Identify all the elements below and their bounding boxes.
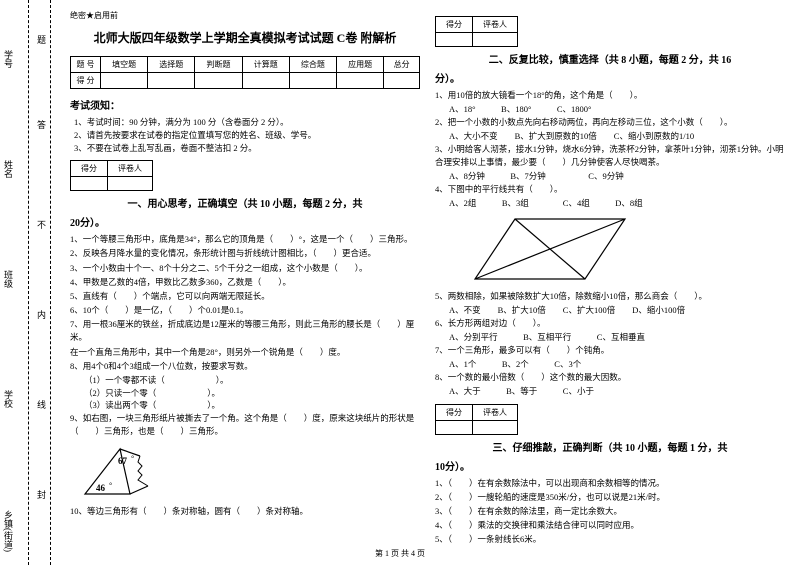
svg-text:46: 46: [96, 483, 106, 493]
sb-m2: 线: [35, 400, 48, 409]
fold-line-2: [50, 0, 51, 565]
question: 2、反映各月降水量的变化情况，条形统计图与折线统计图相比，（ ）更合适。: [70, 247, 420, 260]
secret-label: 绝密★启用前: [70, 10, 420, 21]
options: A、分别平行 B、互相平行 C、互相垂直: [449, 331, 785, 344]
question: 1、用10倍的放大镜看一个18°的角，这个角是（ ）。: [435, 89, 785, 102]
question: 5、（ ）一条射线长6米。: [435, 533, 785, 546]
question: 7、一个三角形，最多可以有（ ）个钝角。: [435, 344, 785, 357]
question: 6、10个（ ）是一亿，（ ）个0.01是0.1。: [70, 304, 420, 317]
sub-option: （3）读出两个零（ ）。: [84, 399, 420, 412]
td: 得分: [436, 17, 473, 33]
right-column: 得分评卷人 二、反复比较，慎重选择（共 8 小题，每题 2 分，共 16 分）。…: [435, 10, 785, 550]
sb-m5: 答: [35, 120, 48, 129]
rhombus-icon: [465, 214, 635, 284]
svg-text:°: °: [131, 454, 134, 463]
question: 3、一个小数由十个一、8个十分之二、5个千分之一组成，这个小数是（ ）。: [70, 262, 420, 275]
page-footer: 第 1 页 共 4 页: [0, 548, 800, 559]
td: 得分: [436, 404, 473, 420]
th: 选择题: [148, 57, 195, 73]
score-table: 题 号 填空题 选择题 判断题 计算题 综合题 应用题 总分 得 分: [70, 56, 420, 89]
question: 2、把一个小数的小数点先向右移动两位，再向左移动三位，这个小数（ ）。: [435, 116, 785, 129]
sub-option: （2）只读一个零（ ）。: [84, 387, 420, 400]
question: 9、如右图，一块三角形纸片被撕去了一个角。这个角是（ ）度，原来这块纸片的形状是…: [70, 412, 420, 438]
sb-id: 学号: [2, 50, 15, 68]
td: 评卷人: [108, 161, 153, 177]
options: A、1个 B、2个 C、3个: [449, 358, 785, 371]
question: 8、一个数的最小倍数（ ）这个数的最大因数。: [435, 371, 785, 384]
left-column: 绝密★启用前 北师大版四年级数学上学期全真模拟考试试题 C卷 附解析 题 号 填…: [70, 10, 420, 550]
notice-header: 考试须知：: [70, 97, 420, 112]
section-3-tail: 10分）。: [435, 458, 785, 473]
th: 题 号: [71, 57, 101, 73]
question: 3、（ ）在有余数的除法里，商一定比余数大。: [435, 505, 785, 518]
td: 评卷人: [473, 17, 518, 33]
notice-item: 2、请首先按要求在试卷的指定位置填写您的姓名、班级、学号。: [74, 129, 420, 142]
th: 填空题: [101, 57, 148, 73]
th: 计算题: [242, 57, 289, 73]
table-row: 得 分: [71, 73, 420, 89]
section-score-table: 得分评卷人: [70, 160, 153, 191]
question: 4、甲数是乙数的4倍，甲数比乙数多360，乙数是（ ）。: [70, 276, 420, 289]
question: 4、下图中的平行线共有（ ）。: [435, 183, 785, 196]
section-2-title: 二、反复比较，慎重选择（共 8 小题，每题 2 分，共 16: [435, 51, 785, 66]
question: 1、（ ）在有余数除法中，可以出现商和余数相等的情况。: [435, 477, 785, 490]
question: 3、小明给客人沏茶，接水1分钟，烧水6分钟，洗茶杯2分钟，拿茶叶1分钟，沏茶1分…: [435, 143, 785, 169]
question: 10、等边三角形有（ ）条对称轴，圆有（ ）条对称轴。: [70, 505, 420, 518]
notice-item: 1、考试时间：90 分钟，满分为 100 分（含卷面分 2 分）。: [74, 116, 420, 129]
section-2-tail: 分）。: [435, 70, 785, 85]
binding-sidebar: 乡镇(街道) 学校 班级 姓名 学号 封 线 内 不 答 题: [0, 0, 55, 565]
table-row: 题 号 填空题 选择题 判断题 计算题 综合题 应用题 总分: [71, 57, 420, 73]
td: 得 分: [71, 73, 101, 89]
page-content: 绝密★启用前 北师大版四年级数学上学期全真模拟考试试题 C卷 附解析 题 号 填…: [70, 10, 790, 550]
section-score-table: 得分评卷人: [435, 16, 518, 47]
sub-option: （1）一个零都不读（ ）。: [84, 374, 420, 387]
svg-text:°: °: [109, 481, 112, 490]
question: 在一个直角三角形中，其中一个角是28°，则另外一个锐角是（ ）度。: [70, 346, 420, 359]
sb-township: 乡镇(街道): [2, 510, 15, 552]
sb-m3: 内: [35, 310, 48, 319]
th: 综合题: [289, 57, 336, 73]
options: A、大小不变 B、扩大到原数的10倍 C、缩小到原数的1/10: [449, 130, 785, 143]
question: 8、用4个0和4个3组成一个八位数，按要求写数。: [70, 360, 420, 373]
th: 应用题: [337, 57, 384, 73]
th: 判断题: [195, 57, 242, 73]
options: A、大于 B、等于 C、小于: [449, 385, 785, 398]
sb-school: 学校: [2, 390, 15, 408]
sb-m6: 题: [35, 35, 48, 44]
notice-item: 3、不要在试卷上乱写乱画，卷面不整洁扣 2 分。: [74, 142, 420, 155]
options: A、2组 B、3组 C、4组 D、8组: [449, 197, 785, 210]
question: 7、用一根36厘米的铁丝，折成底边是12厘米的等腰三角形，则此三角形的腰长是（ …: [70, 318, 420, 344]
question: 5、直线有（ ）个端点，它可以向两端无限延长。: [70, 290, 420, 303]
td: 评卷人: [473, 404, 518, 420]
sb-name: 姓名: [2, 160, 15, 178]
question: 4、（ ）乘法的交换律和乘法结合律可以同时应用。: [435, 519, 785, 532]
section-1-title: 一、用心思考，正确填空（共 10 小题，每题 2 分，共: [70, 195, 420, 210]
options: A、18° B、180° C、1800°: [449, 103, 785, 116]
section-score-table: 得分评卷人: [435, 404, 518, 435]
exam-title: 北师大版四年级数学上学期全真模拟考试试题 C卷 附解析: [70, 29, 420, 46]
question: 1、一个等腰三角形中，底角是34°，那么它的顶角是（ ）°，这是一个（ ）三角形…: [70, 233, 420, 246]
section-3-title: 三、仔细推敲，正确判断（共 10 小题，每题 1 分，共: [435, 439, 785, 454]
triangle-icon: 67 ° 46 °: [80, 444, 150, 499]
svg-text:67: 67: [118, 456, 128, 466]
sb-class: 班级: [2, 270, 15, 288]
td: 得分: [71, 161, 108, 177]
sb-m1: 封: [35, 490, 48, 499]
question: 2、（ ）一艘轮船的速度是350米/分，也可以说是21米/时。: [435, 491, 785, 504]
question: 6、长方形两组对边（ ）。: [435, 317, 785, 330]
th: 总分: [384, 57, 420, 73]
options: A、8分钟 B、7分钟 C、9分钟: [449, 170, 785, 183]
options: A、不变 B、扩大10倍 C、扩大100倍 D、缩小100倍: [449, 304, 785, 317]
question: 5、两数相除，如果被除数扩大10倍，除数缩小10倍，那么商会（ ）。: [435, 290, 785, 303]
section-1-tail: 20分）。: [70, 214, 420, 229]
sb-m4: 不: [35, 220, 48, 229]
fold-line-1: [28, 0, 29, 565]
